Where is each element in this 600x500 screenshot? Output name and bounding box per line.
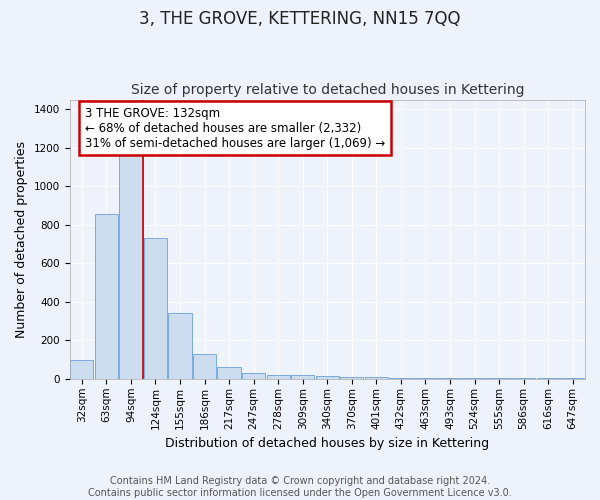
Bar <box>365 377 388 379</box>
Bar <box>242 373 265 379</box>
Bar <box>169 314 191 379</box>
Bar <box>512 378 535 379</box>
Bar <box>340 377 364 379</box>
Bar <box>536 378 560 379</box>
Bar <box>389 378 413 379</box>
Bar <box>561 378 584 379</box>
Title: Size of property relative to detached houses in Kettering: Size of property relative to detached ho… <box>131 83 524 97</box>
Bar <box>487 378 511 379</box>
Bar <box>95 214 118 379</box>
Bar <box>291 375 314 379</box>
Text: 3, THE GROVE, KETTERING, NN15 7QQ: 3, THE GROVE, KETTERING, NN15 7QQ <box>139 10 461 28</box>
Bar <box>70 360 94 379</box>
Bar <box>144 238 167 379</box>
Text: Contains HM Land Registry data © Crown copyright and database right 2024.
Contai: Contains HM Land Registry data © Crown c… <box>88 476 512 498</box>
Bar <box>439 378 461 379</box>
X-axis label: Distribution of detached houses by size in Kettering: Distribution of detached houses by size … <box>165 437 490 450</box>
Text: 3 THE GROVE: 132sqm
← 68% of detached houses are smaller (2,332)
31% of semi-det: 3 THE GROVE: 132sqm ← 68% of detached ho… <box>85 106 385 150</box>
Bar <box>266 375 290 379</box>
Bar <box>217 368 241 379</box>
Bar <box>119 140 143 379</box>
Bar <box>316 376 339 379</box>
Bar <box>414 378 437 379</box>
Bar <box>463 378 486 379</box>
Y-axis label: Number of detached properties: Number of detached properties <box>15 140 28 338</box>
Bar <box>193 354 216 379</box>
